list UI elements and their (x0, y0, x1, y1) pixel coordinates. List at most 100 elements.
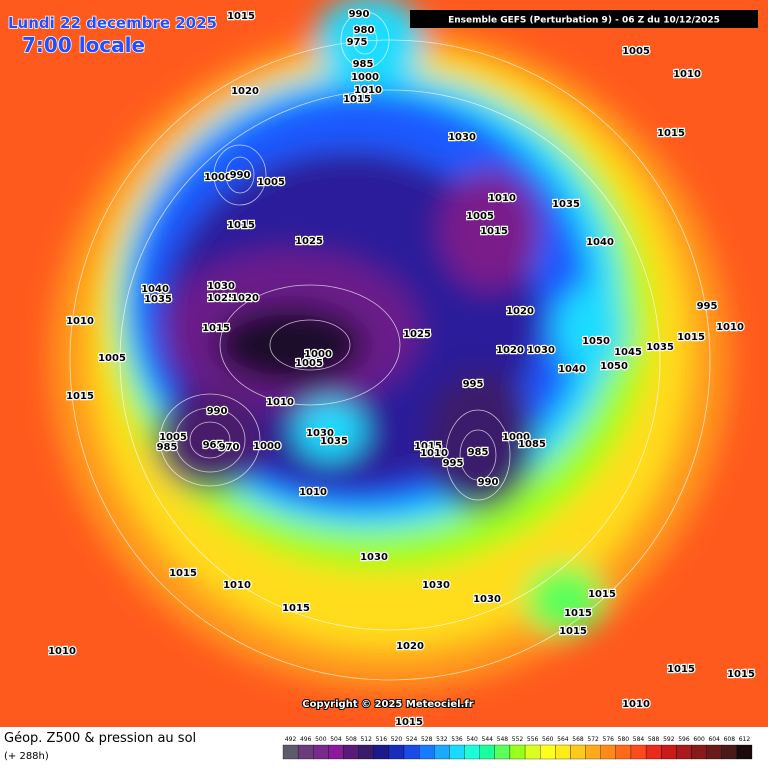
pressure-label: 1010 (299, 487, 327, 498)
pressure-label: 1015 (202, 323, 230, 334)
pressure-label: 1035 (646, 342, 674, 353)
pressure-label: 1030 (422, 580, 450, 591)
colorbar-swatch (282, 744, 299, 760)
pressure-label: 1005 (257, 177, 285, 188)
colorbar-label: 540 (466, 736, 478, 743)
pressure-labels: 1015 990980975985100010101015100510101020… (47, 8, 756, 730)
colorbar-swatch (721, 744, 738, 760)
pressure-label: 1005 (466, 211, 494, 222)
pressure-label: 1015 (227, 11, 255, 22)
pressure-label: 1050 (600, 361, 628, 372)
colorbar-label: 552 (512, 736, 524, 743)
colorbar-swatch (328, 744, 344, 760)
pressure-label: 1040 (141, 284, 169, 295)
pressure-label: 1000 (204, 172, 232, 183)
pressure-label: 1025 (295, 236, 323, 247)
geopotential-field (50, 0, 730, 690)
colorbar-swatch (615, 744, 632, 760)
pressure-label: 1000 (304, 349, 332, 360)
pressure-label: 1015 (564, 608, 592, 619)
pressure-label: 1015 (282, 603, 310, 614)
pressure-label: 1020 (506, 306, 534, 317)
colorbar-label: 596 (678, 736, 690, 743)
pressure-label: 1015 (657, 128, 685, 139)
colorbar-label: 560 (542, 736, 554, 743)
colorbar-label: 512 (360, 736, 372, 743)
pressure-label: 990 (349, 9, 370, 20)
pressure-label: 1010 (488, 193, 516, 204)
pressure-label: 990 (478, 477, 499, 488)
pressure-label: 1015 (677, 332, 705, 343)
colorbar-swatch (464, 744, 480, 760)
colorbar-label: 572 (587, 736, 599, 743)
colorbar-swatch (494, 744, 511, 760)
colorbar-label: 592 (663, 736, 675, 743)
pressure-label: 1040 (558, 364, 586, 375)
pressure-label: 1015 (343, 94, 371, 105)
pressure-label: 1015 (169, 568, 197, 579)
colorbar-swatch (691, 744, 707, 760)
colorbar-swatch (540, 744, 556, 760)
pressure-label: 1010 (673, 69, 701, 80)
colorbar-swatch (297, 744, 314, 760)
pressure-label: 1015 (66, 391, 94, 402)
isobars (69, 11, 711, 681)
pressure-label: 1085 (518, 439, 546, 450)
colorbar-label: 536 (451, 736, 463, 743)
colorbar-label: 508 (345, 736, 357, 743)
colorbar-swatch (449, 744, 465, 760)
pressure-label: 1040 (586, 237, 614, 248)
pressure-label: 1030 (473, 594, 501, 605)
colorbar-swatch (630, 744, 647, 760)
colorbar-label: 492 (285, 736, 297, 743)
pressure-label: 980 (354, 25, 375, 36)
pressure-label: 985 (468, 447, 489, 458)
colorbar-swatch (585, 744, 601, 760)
colorbar-label: 532 (436, 736, 448, 743)
time-title: 7:00 locale (22, 33, 145, 57)
colorbar-swatch (645, 744, 662, 760)
pressure-label: 1005 (295, 358, 323, 369)
pressure-label: 990 (230, 170, 251, 181)
pressure-label: 1030 (448, 132, 476, 143)
colorbar-swatch (736, 744, 753, 760)
pressure-label: 1030 (306, 428, 334, 439)
date-title: Lundi 22 decembre 2025 (8, 14, 217, 32)
pressure-label: 1010 (266, 397, 294, 408)
pressure-label: 1010 (66, 316, 94, 327)
colorbar-swatch (479, 744, 495, 760)
colorbar-label: 548 (497, 736, 509, 743)
pressure-label: 1005 (159, 432, 187, 443)
colorbar-label: 580 (618, 736, 630, 743)
pressure-label: 1050 (582, 336, 610, 347)
pressure-label: 1000 (502, 432, 530, 443)
colorbar-label: 564 (557, 736, 569, 743)
colorbar-label: 568 (572, 736, 584, 743)
colorbar-swatch (373, 744, 390, 760)
colorbar: 492 496 500 504 508 512 516 520 524 528 532 536 540 5… (282, 736, 753, 760)
pressure-label: 1000 (351, 72, 379, 83)
footer-title: Géop. Z500 & pression au sol (4, 731, 196, 746)
pressure-label: 1035 (320, 436, 348, 447)
pressure-label: 1015 (480, 226, 508, 237)
colorbar-label: 556 (527, 736, 539, 743)
pressure-label: 1020 (231, 86, 259, 97)
colorbar-label: 604 (708, 736, 720, 743)
pressure-label: 1025 (207, 293, 235, 304)
pressure-label: 1035 (144, 294, 172, 305)
colorbar-label: 608 (724, 736, 736, 743)
colorbar-label: 500 (315, 736, 327, 743)
colorbar-label: 520 (391, 736, 403, 743)
colorbar-swatch (706, 744, 722, 760)
pressure-label: 985 (353, 59, 374, 70)
pressure-label: 1030 (527, 345, 555, 356)
pressure-label: 990 (207, 406, 228, 417)
pressure-label: 995 (697, 301, 718, 312)
colorbar-swatch (509, 744, 526, 760)
colorbar-swatch (524, 744, 541, 760)
pressure-label: 1010 (223, 580, 251, 591)
pressure-label: 970 (219, 442, 240, 453)
pressure-label: 1020 (231, 293, 259, 304)
colorbar-swatch (388, 744, 405, 760)
